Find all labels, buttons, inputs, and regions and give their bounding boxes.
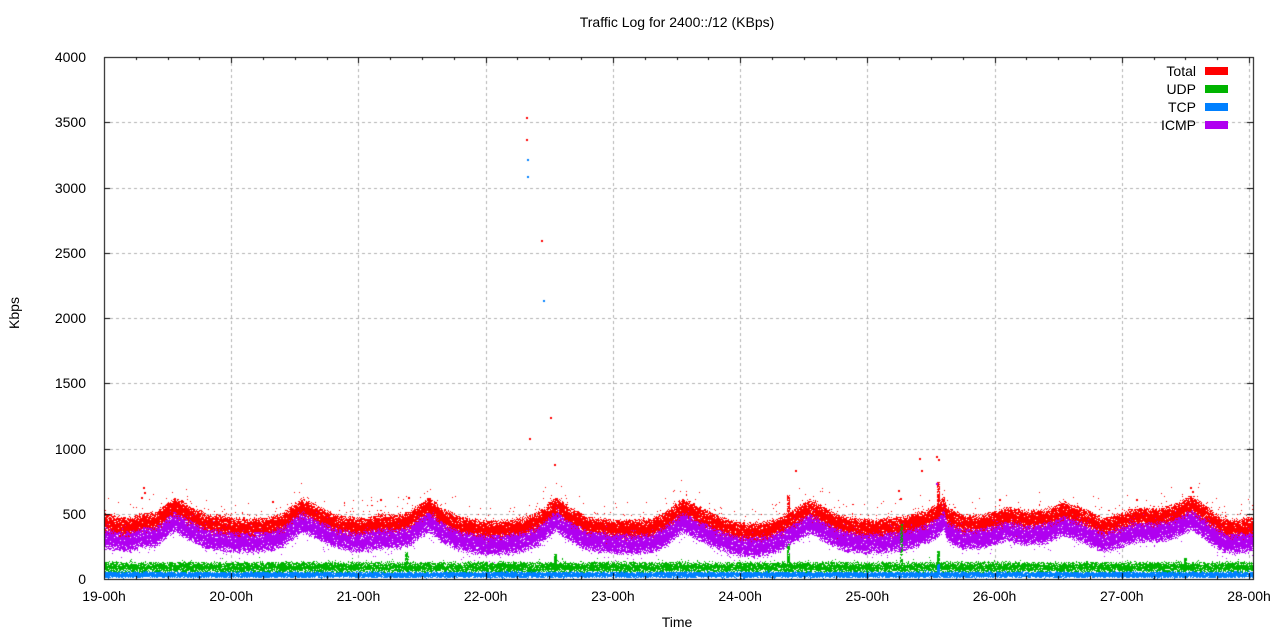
legend-item-tcp: TCP <box>1060 98 1228 116</box>
legend-label-tcp: TCP <box>1168 99 1196 115</box>
y-tick-label: 0 <box>78 571 86 587</box>
x-tick-label: 27-00h <box>1099 588 1144 604</box>
x-axis-label: Time <box>661 614 693 630</box>
legend: Total UDP TCP ICMP <box>1060 62 1228 134</box>
legend-swatch-icmp <box>1205 121 1228 129</box>
legend-swatch-tcp <box>1205 103 1228 111</box>
legend-label-icmp: ICMP <box>1161 117 1196 133</box>
y-tick-label: 2500 <box>54 244 86 261</box>
x-tick-label: 19-00h <box>82 588 126 604</box>
x-tick-label: 28-00h <box>1227 588 1271 604</box>
x-tick-label: 20-00h <box>209 588 254 604</box>
x-tick-label: 23-00h <box>591 588 635 604</box>
legend-swatch-total <box>1205 67 1228 75</box>
x-tick-label: 26-00h <box>972 588 1017 604</box>
x-tick-label: 22-00h <box>463 588 508 604</box>
legend-item-icmp: ICMP <box>1060 116 1228 134</box>
y-tick-label: 2000 <box>54 310 86 326</box>
legend-label-udp: UDP <box>1166 81 1196 97</box>
y-tick-label: 1000 <box>54 440 86 457</box>
x-tick-label: 21-00h <box>336 588 381 604</box>
y-tick-label: 500 <box>62 505 86 522</box>
y-tick-label: 4000 <box>54 49 86 65</box>
chart-title: Traffic Log for 2400::/12 (KBps) <box>579 14 775 30</box>
x-tick-label: 24-00h <box>718 588 762 604</box>
legend-swatch-udp <box>1205 85 1228 93</box>
legend-item-udp: UDP <box>1060 80 1228 98</box>
y-tick-label: 3000 <box>54 179 86 196</box>
y-tick-label: 3500 <box>54 114 86 131</box>
legend-item-total: Total <box>1060 62 1228 80</box>
y-tick-label: 1500 <box>54 375 86 392</box>
x-tick-label: 25-00h <box>845 588 890 604</box>
legend-label-total: Total <box>1166 63 1196 79</box>
